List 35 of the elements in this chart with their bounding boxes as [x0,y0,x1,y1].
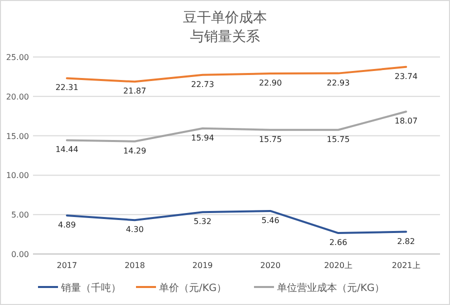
data-label: 2.66 [329,238,348,248]
data-label: 21.87 [123,86,146,96]
data-label: 4.30 [126,225,144,234]
data-label: 15.94 [191,133,214,142]
chart-subtitle: 与销量关系 [190,29,260,45]
data-label: 15.75 [258,134,282,144]
data-label: 22.73 [191,80,214,89]
y-tick-label: 10.00 [6,171,29,180]
data-label: 4.89 [58,220,76,230]
y-tick-label: 20.00 [6,92,29,102]
y-tick-label: 0.00 [11,250,29,259]
data-label: 22.31 [55,83,78,92]
data-label: 5.32 [194,217,212,226]
y-tick-label: 25.00 [6,53,29,62]
data-label: 15.75 [326,134,350,144]
chart-title: 豆干单价成本 [183,10,267,26]
legend-label: 单位营业成本（元/KG） [277,282,385,294]
x-tick-label: 2021上 [392,261,420,270]
y-tick-label: 15.00 [6,132,29,141]
data-label: 14.44 [55,145,78,154]
data-label: 23.74 [394,72,418,81]
data-label: 5.46 [262,216,280,225]
data-label: 2.82 [397,236,415,246]
legend-label: 单价（元/KG） [159,282,227,294]
x-tick-label: 2017 [56,261,78,270]
x-tick-label: 2020上 [324,261,352,270]
x-tick-label: 2018 [124,261,145,270]
data-label: 22.93 [326,78,350,88]
x-tick-label: 2019 [192,261,213,270]
data-label: 22.90 [258,78,282,88]
legend-label: 销量（千吨） [60,282,121,294]
x-tick-label: 2020 [260,261,281,270]
data-label: 14.29 [123,146,146,156]
y-tick-label: 5.00 [11,210,29,220]
data-label: 18.07 [394,116,418,126]
